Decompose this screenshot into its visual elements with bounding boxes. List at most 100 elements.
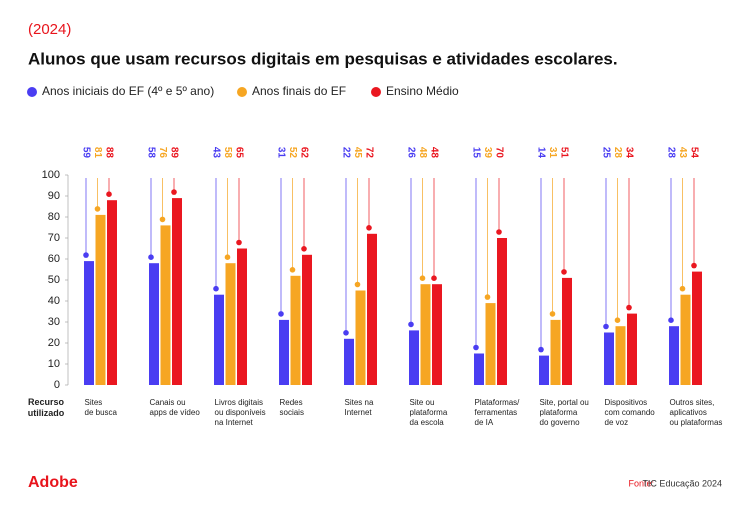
bar xyxy=(562,277,572,385)
x-tick-label-line: Plataformas/ xyxy=(475,398,521,407)
x-tick-label-line: sociais xyxy=(280,408,304,417)
y-tick-label: 80 xyxy=(48,211,60,223)
x-tick-label-line: com comando xyxy=(605,408,656,417)
leader-dot xyxy=(94,206,101,212)
x-tick-label-line: aplicativos xyxy=(670,408,707,417)
value-label: 72 xyxy=(363,147,374,159)
x-tick-label-line: de voz xyxy=(605,418,629,427)
bar xyxy=(420,284,431,385)
value-label: 52 xyxy=(287,147,298,159)
y-tick-label: 30 xyxy=(48,316,60,328)
x-tick-label-line: ferramentas xyxy=(475,408,518,417)
x-tick-label: Sites de busca xyxy=(85,398,118,417)
value-label: 39 xyxy=(482,147,493,159)
x-tick-label: Site, portal ou plataforma do governo xyxy=(540,398,589,427)
leader-dot xyxy=(408,321,414,328)
leader-dot xyxy=(148,254,154,260)
legend-label: Anos iniciais do EF (4º e 5º ano) xyxy=(42,84,214,98)
x-tick-label-line: ou disponíveis xyxy=(215,408,266,417)
value-label: 48 xyxy=(428,147,439,159)
bar xyxy=(84,261,94,385)
value-label: 31 xyxy=(547,147,558,159)
bar xyxy=(95,214,106,385)
value-label: 28 xyxy=(612,147,623,159)
x-tick-label-line: Internet xyxy=(345,408,373,417)
value-label: 59 xyxy=(80,147,91,159)
leader-dot xyxy=(366,225,372,231)
x-tick-label: Site ou plataforma da escola xyxy=(410,398,448,427)
value-label: 51 xyxy=(558,147,569,159)
leader-dot xyxy=(289,267,296,273)
leader-dot xyxy=(484,294,491,300)
bar xyxy=(225,263,236,385)
value-label: 28 xyxy=(665,147,676,159)
bar xyxy=(485,303,496,385)
bar xyxy=(432,284,442,385)
bar xyxy=(669,326,679,385)
leader-dot xyxy=(626,304,632,311)
x-tick-label-line: plataforma xyxy=(410,408,448,417)
leader-dot xyxy=(106,191,112,197)
y-tick-label: 10 xyxy=(48,358,60,370)
leader-dot xyxy=(496,229,502,235)
x-axis-label-line: Recurso xyxy=(28,397,65,407)
value-label: 65 xyxy=(233,147,244,159)
x-tick-label-line: de busca xyxy=(85,408,118,417)
x-tick-label-line: na Internet xyxy=(215,418,254,427)
leader-dot xyxy=(301,246,307,252)
value-label: 58 xyxy=(145,147,156,159)
x-axis-label: Recurso utilizado xyxy=(28,397,65,418)
y-tick-label: 0 xyxy=(54,379,60,391)
leader-dot xyxy=(343,330,349,336)
value-label: 81 xyxy=(92,147,103,159)
bar xyxy=(172,198,182,385)
x-tick-label: Sites na Internet xyxy=(345,398,374,417)
value-label: 26 xyxy=(405,147,416,159)
value-label: 54 xyxy=(688,147,699,159)
bar xyxy=(214,294,224,385)
leader-dot xyxy=(549,311,556,317)
bar xyxy=(539,355,549,385)
leader-dot xyxy=(431,275,437,282)
value-label: 43 xyxy=(677,147,688,159)
bar xyxy=(279,319,289,385)
value-label: 25 xyxy=(600,147,611,159)
leader-dot xyxy=(278,311,284,317)
y-tick-label: 60 xyxy=(48,253,60,265)
bar xyxy=(615,326,626,385)
value-label: 58 xyxy=(222,147,233,159)
x-tick-label: Redes sociais xyxy=(280,398,304,417)
bar xyxy=(550,319,561,385)
value-label: 31 xyxy=(275,147,286,159)
source: TIC Educação 2024 xyxy=(642,478,722,488)
bar xyxy=(237,248,247,385)
x-tick-label-line: Redes xyxy=(280,398,303,407)
value-label: 14 xyxy=(535,147,546,159)
leader-dot xyxy=(236,239,242,246)
x-axis-label-line: utilizado xyxy=(28,408,65,418)
bar xyxy=(497,238,507,385)
bar xyxy=(474,353,484,385)
x-tick-label-line: Site, portal ou xyxy=(540,398,589,407)
bar xyxy=(344,338,354,385)
value-label: 45 xyxy=(352,147,363,159)
bar xyxy=(160,225,171,385)
value-label: 22 xyxy=(340,147,351,159)
legend-label: Ensino Médio xyxy=(386,84,459,98)
bar xyxy=(367,233,377,385)
x-tick-label-line: Livros digitais xyxy=(215,398,263,407)
x-tick-label: Canais ou apps de vídeo xyxy=(150,398,201,417)
value-label: 88 xyxy=(103,147,114,159)
x-tick-label-line: Sites xyxy=(85,398,103,407)
value-label: 48 xyxy=(417,147,428,159)
value-label: 34 xyxy=(623,147,634,159)
leader-dot xyxy=(171,189,177,195)
x-tick-label: Dispositivos com comando de voz xyxy=(605,398,656,427)
leader-dot xyxy=(561,269,567,275)
chart-title: Alunos que usam recursos digitais em pes… xyxy=(28,49,618,68)
x-tick-label: Outros sites, aplicativos ou plataformas xyxy=(670,398,723,427)
bar xyxy=(627,313,637,385)
value-label: 15 xyxy=(470,147,481,159)
legend-dot xyxy=(371,87,381,97)
